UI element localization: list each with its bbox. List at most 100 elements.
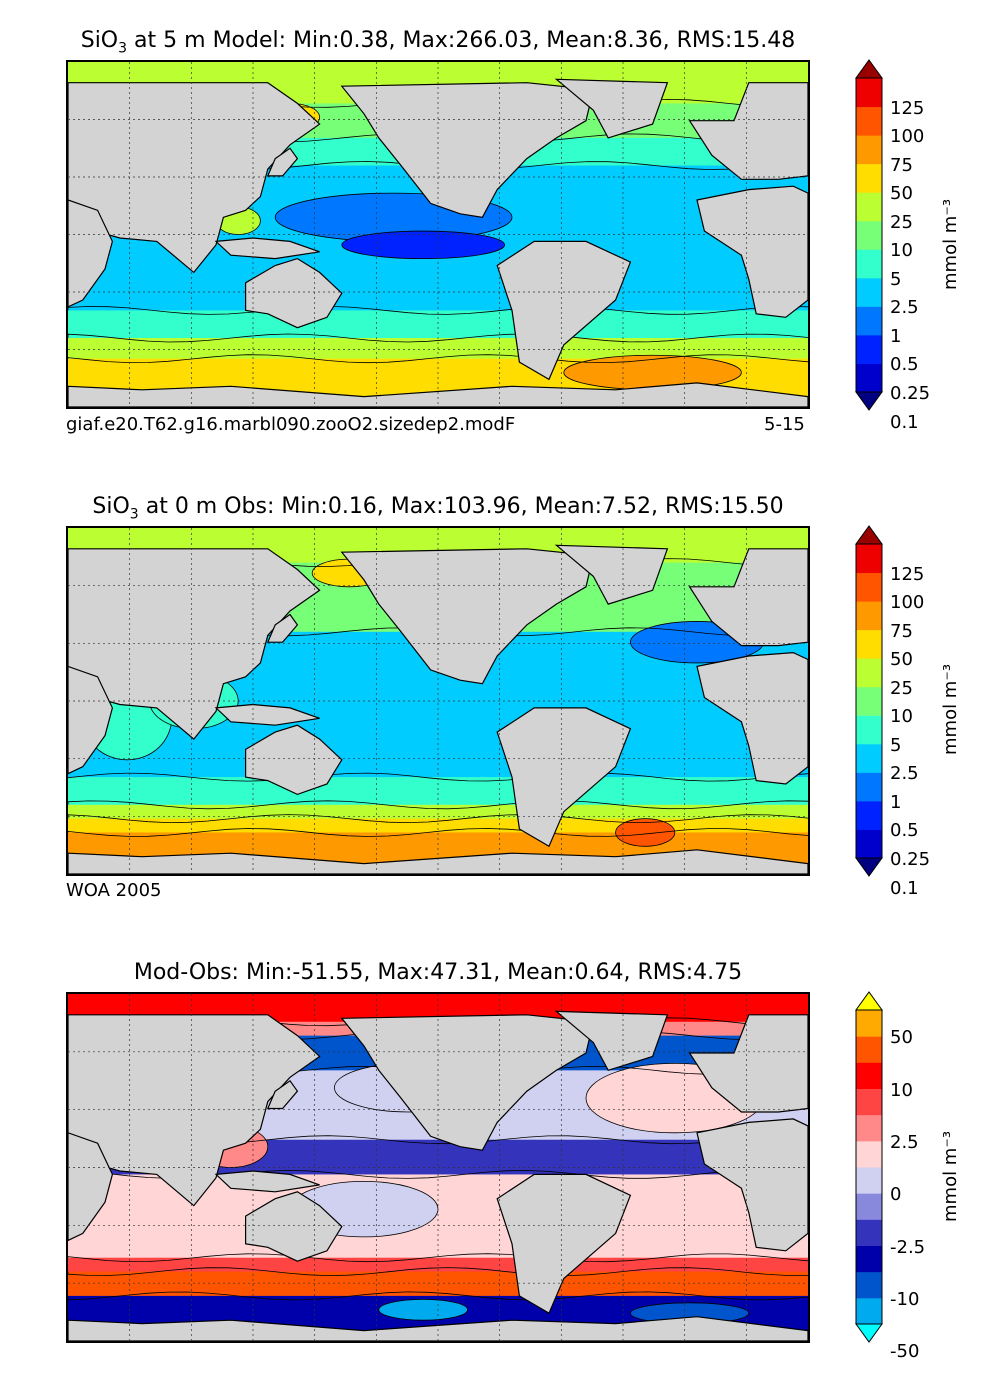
contour-line: [68, 305, 808, 315]
contour-line: [68, 333, 808, 343]
colorbar-swatch: [856, 572, 882, 602]
colorbar-swatch: [856, 601, 882, 631]
colorbar-tick-label: -50: [890, 1341, 920, 1363]
colorbar-tick-label: 0.5: [890, 820, 919, 842]
map-svg-diff: [68, 994, 808, 1341]
land-africaW: [68, 665, 114, 775]
colorbar-swatch: [856, 715, 882, 745]
land-africaW: [68, 199, 114, 308]
land-greenland: [554, 78, 669, 139]
colorbar-extend-min: [855, 857, 883, 877]
colorbar-swatch: [856, 829, 882, 859]
contour-line: [68, 772, 808, 782]
land-africa: [696, 1118, 808, 1252]
chart-title: SiO3 at 5 m Model: Min:0.38, Max:266.03,…: [80, 28, 796, 57]
colorbar-swatch: [856, 1245, 882, 1273]
contour-line: [68, 800, 808, 810]
colorbar-swatch: [856, 1167, 882, 1194]
colorbar-tick-label: 75: [890, 154, 913, 176]
land-japan: [266, 613, 299, 643]
map-svg-obs: [68, 528, 808, 874]
colorbar-tick-label: 2.5: [890, 1131, 919, 1153]
map-model: [66, 60, 810, 409]
colorbar-extend-min: [855, 1323, 883, 1343]
field-contour: [341, 230, 506, 260]
colorbar-tick-label: 0: [890, 1184, 902, 1206]
colorbar-tick-label: 0.25: [890, 849, 931, 870]
colorbar-tick-label: 0.1: [890, 877, 919, 899]
field-band: [68, 777, 808, 806]
land-greenland: [554, 544, 669, 605]
land-africa: [696, 185, 808, 318]
colorbar-swatch: [856, 1114, 882, 1142]
field-contour: [615, 818, 676, 847]
colorbar-swatch: [856, 1271, 882, 1299]
colorbar-tick-label: 50: [890, 183, 913, 205]
field-band: [68, 310, 808, 339]
land-australia: [245, 257, 343, 329]
land-japan: [266, 1079, 299, 1110]
land-australia: [245, 724, 343, 796]
colorbar-tick-label: 2.5: [890, 297, 919, 319]
colorbar-swatch: [856, 1140, 882, 1168]
colorbar-swatch: [856, 743, 882, 773]
colorbar-tick-label: 100: [890, 126, 925, 148]
colorbar-tick-label: 10: [890, 1079, 913, 1101]
colorbar-swatch: [856, 78, 882, 108]
land-australia: [245, 1191, 343, 1262]
contour-line: [68, 354, 808, 364]
colorbar-tick-label: 25: [890, 211, 913, 233]
colorbar-extend-min: [855, 391, 883, 411]
colorbar-tick-label: 25: [890, 677, 913, 699]
land-africa: [696, 651, 808, 785]
land-southAmerica: [496, 707, 632, 848]
colorbar-tick-label: -2.5: [890, 1236, 926, 1258]
colorbar-extend-max: [855, 59, 883, 79]
colorbar-swatch: [856, 163, 882, 193]
colorbar-swatch: [856, 772, 882, 802]
land-africaW: [68, 1132, 114, 1242]
colorbar-tick-label: 125: [890, 97, 925, 119]
colorbar-swatch: [856, 1062, 882, 1089]
colorbar-tick-label: 1: [890, 791, 902, 813]
colorbar-tick-label: 1: [890, 325, 902, 347]
contour-line: [68, 1291, 808, 1301]
colorbar-extend-max: [855, 991, 883, 1011]
colorbar-swatch: [856, 1036, 882, 1063]
colorbar-swatch: [856, 1088, 882, 1116]
units-label: mmol m⁻³: [940, 198, 961, 290]
colorbar-frame: [855, 543, 883, 859]
colorbar-model: [855, 59, 883, 411]
colorbar-tick-label: 0.25: [890, 383, 931, 404]
colorbar-tick-label: 75: [890, 620, 913, 642]
colorbar-swatch: [856, 629, 882, 659]
colorbar-tick-label: 5: [890, 268, 902, 290]
colorbar-swatch: [856, 686, 882, 716]
caption-right: 5-15: [764, 414, 805, 435]
colorbar-tick-label: -10: [890, 1288, 920, 1310]
land-southAmerica: [496, 240, 632, 381]
colorbar-tick-label: 100: [890, 592, 925, 614]
units-label: mmol m⁻³: [940, 1130, 961, 1222]
colorbar-extend-max: [855, 525, 883, 545]
contour-line: [68, 1253, 808, 1263]
map-svg-model: [68, 62, 808, 407]
colorbar-swatch: [856, 106, 882, 136]
contour-line: [68, 814, 808, 824]
colorbar-swatch: [856, 192, 882, 222]
colorbar-tick-label: 50: [890, 1027, 913, 1049]
colorbar-swatch: [856, 544, 882, 574]
colorbar-swatch: [856, 1193, 882, 1220]
colorbar-swatch: [856, 277, 882, 307]
colorbar-swatch: [856, 306, 882, 336]
colorbar-swatch: [856, 220, 882, 250]
colorbar-diff: [855, 991, 883, 1343]
contour-line: [68, 828, 808, 837]
colorbar-tick-label: 2.5: [890, 763, 919, 785]
colorbar-tick-label: 10: [890, 706, 913, 728]
map-diff: [66, 992, 810, 1343]
colorbar-swatch: [856, 334, 882, 364]
colorbar-frame: [855, 1009, 883, 1325]
colorbar-tick-label: 125: [890, 563, 925, 585]
colorbar-tick-label: 10: [890, 240, 913, 262]
